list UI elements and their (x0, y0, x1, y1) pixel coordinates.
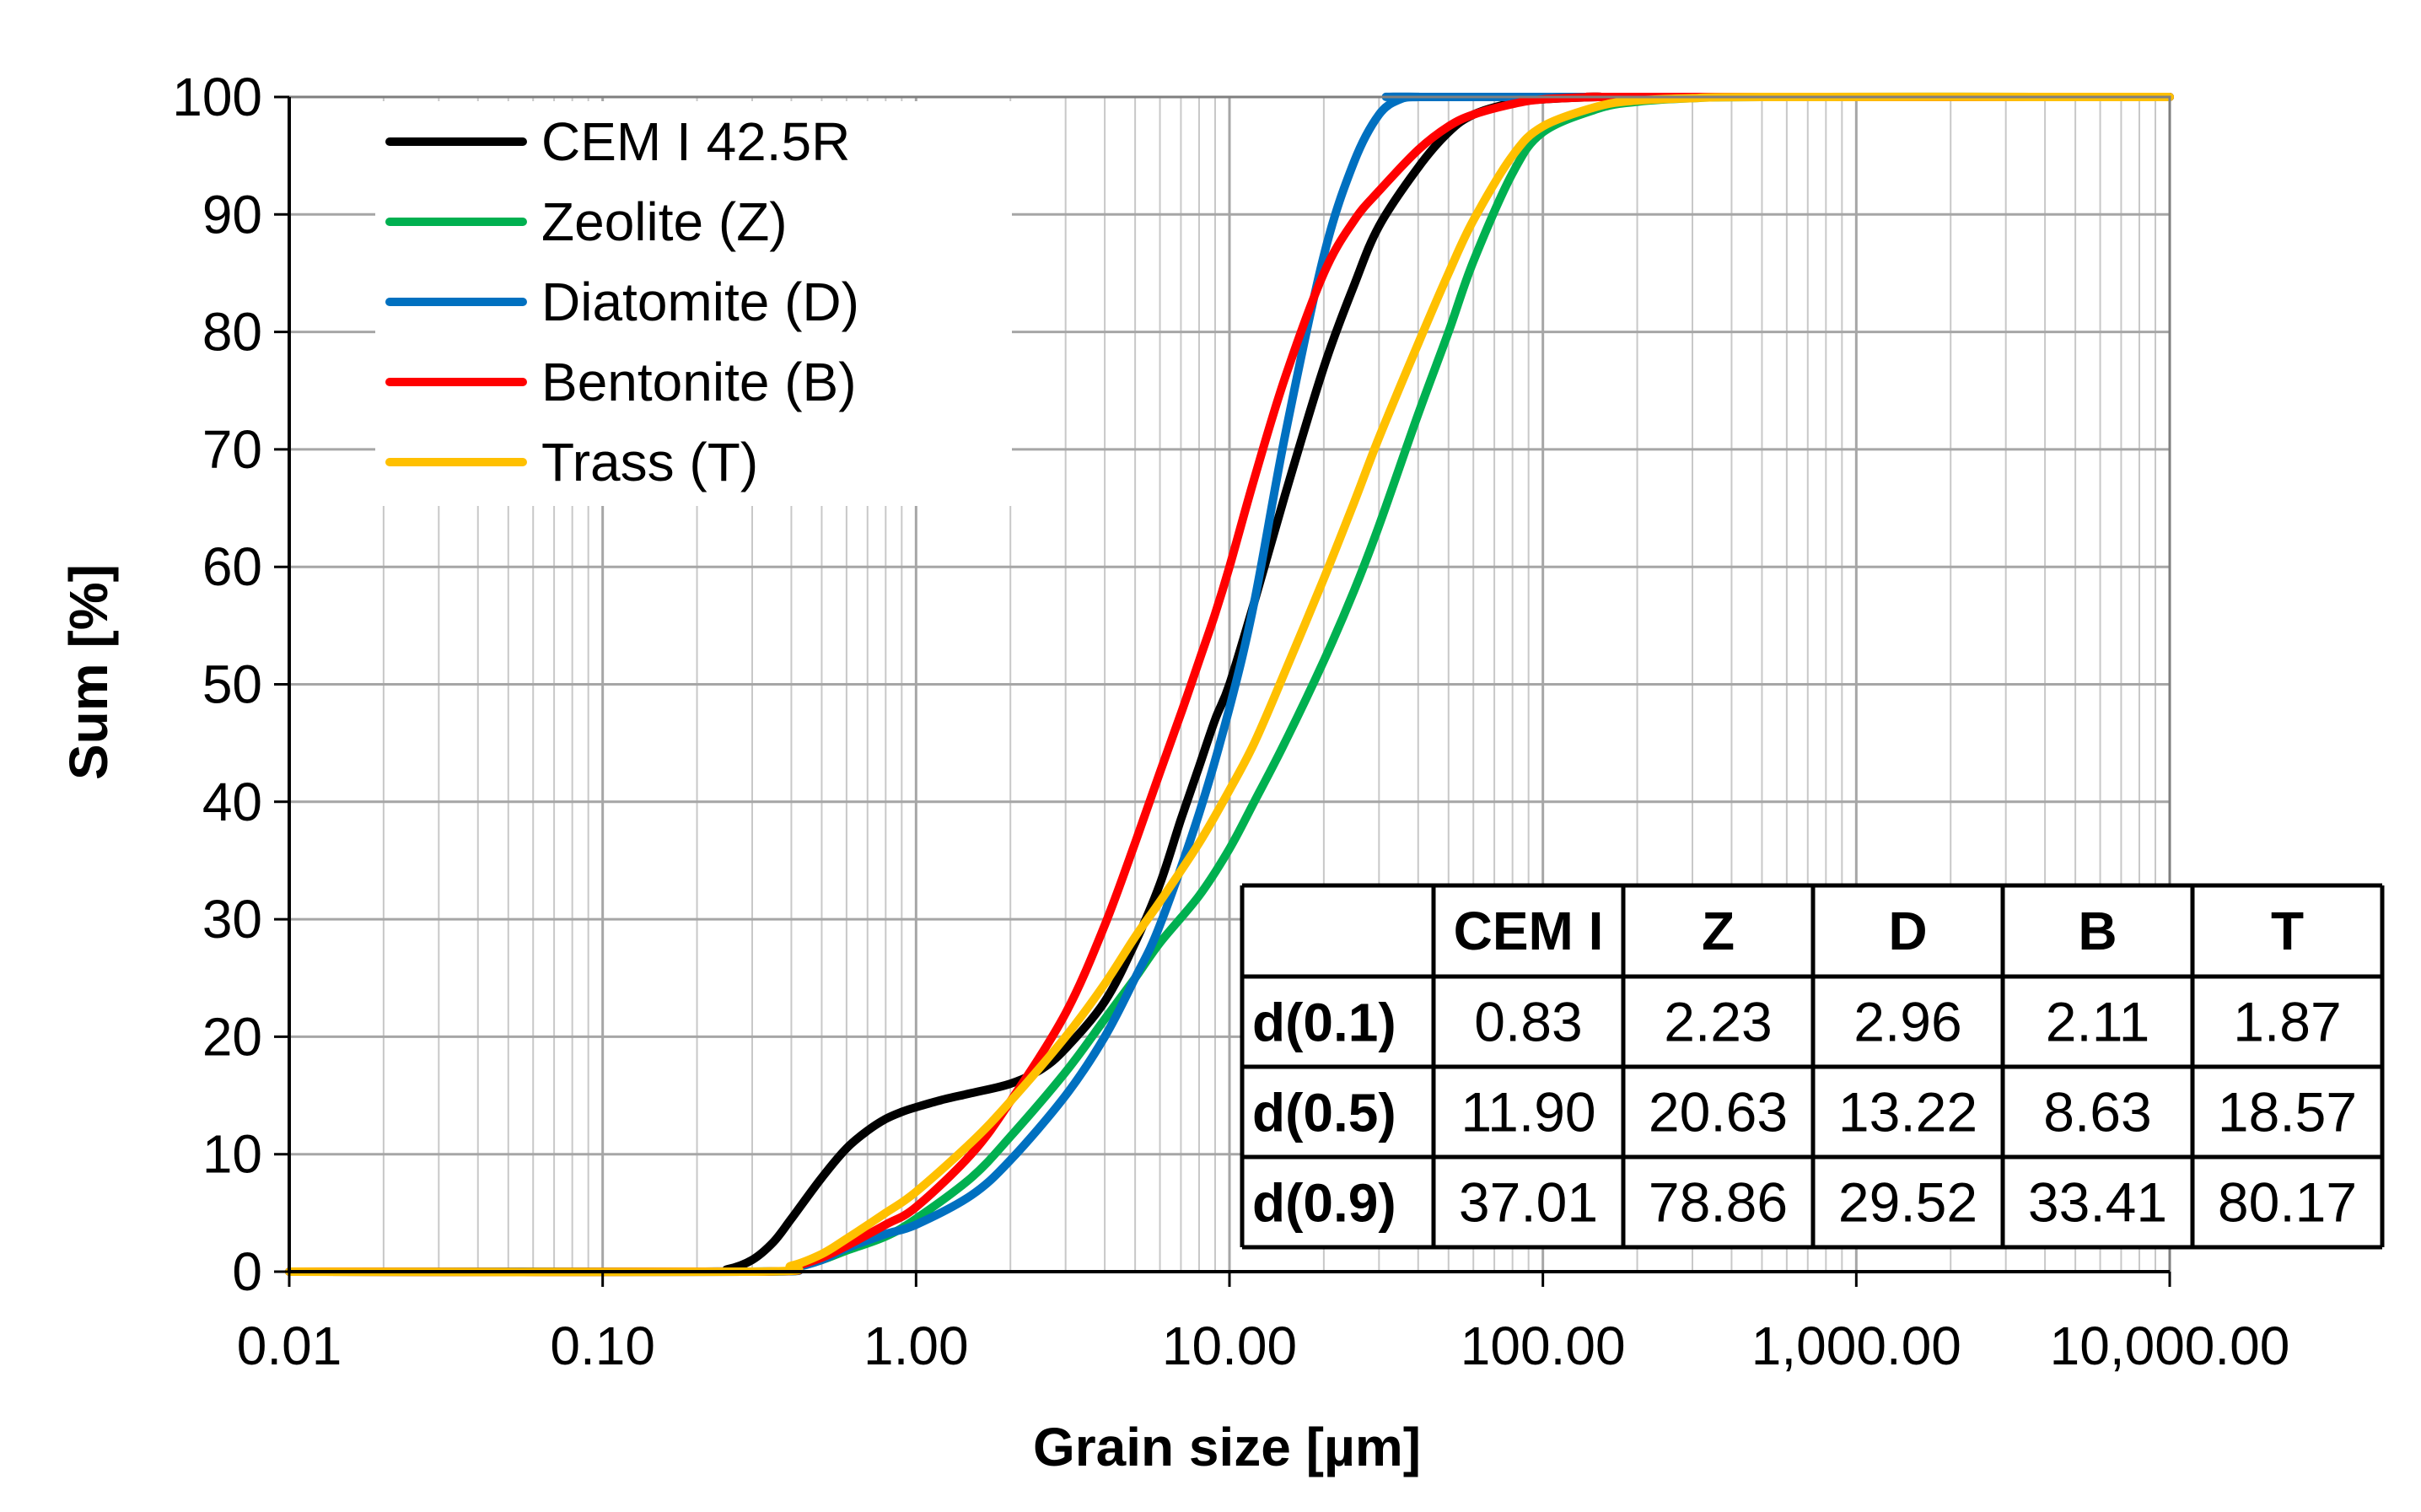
table-cell: 2.23 (1664, 991, 1772, 1053)
table-row-label: d(0.9) (1252, 1173, 1396, 1234)
y-tick-label: 80 (202, 302, 262, 363)
y-tick-label: 90 (202, 184, 262, 245)
y-tick-label: 50 (202, 654, 262, 715)
legend-label: Bentonite (B) (541, 352, 857, 412)
y-tick-label: 0 (232, 1241, 262, 1302)
table-header: T (2271, 901, 2304, 961)
table-cell: 0.83 (1474, 991, 1582, 1053)
y-tick-label: 40 (202, 772, 262, 832)
x-axis-ticks: 0.01 0.10 1.00 10.00 100.00 1,000.00 10,000.00 (237, 1272, 2290, 1376)
table-row-label: d(0.1) (1252, 993, 1396, 1053)
table-cell: 8.63 (2043, 1081, 2151, 1143)
table-header: D (1888, 901, 1927, 961)
y-tick-label: 70 (202, 419, 262, 480)
y-tick-label: 10 (202, 1124, 262, 1185)
table-cell: 2.96 (1853, 991, 1961, 1053)
table-header: B (2078, 901, 2117, 961)
x-tick-label: 100.00 (1461, 1316, 1626, 1376)
table-cell: 78.86 (1649, 1171, 1788, 1234)
table-cell: 37.01 (1459, 1171, 1598, 1234)
y-tick-label: 100 (172, 67, 262, 127)
table-cell: 2.11 (2046, 991, 2150, 1053)
series-line-bentonite-b (285, 92, 2174, 1277)
x-tick-label: 1.00 (863, 1316, 969, 1376)
legend-label: CEM I 42.5R (541, 111, 850, 172)
legend: CEM I 42.5R Zeolite (Z) Diatomite (D) Bento… (385, 111, 859, 492)
table-row-label: d(0.5) (1252, 1083, 1396, 1143)
series-line-trass-t (285, 92, 2174, 1277)
legend-label: Zeolite (Z) (541, 191, 788, 252)
x-tick-label: 0.01 (237, 1316, 342, 1376)
statistics-table: CEM I Z D B Td(0.1) 0.83 2.23 2.96 2.11 1.87 d(0.5… (1240, 883, 2385, 1250)
x-axis-title: Grain size [µm] (1033, 1417, 1421, 1477)
table-cell: 11.90 (1461, 1081, 1595, 1143)
x-tick-label: 1,000.00 (1751, 1316, 1961, 1376)
x-tick-label: 10.00 (1162, 1316, 1297, 1376)
x-tick-label: 0.10 (550, 1316, 655, 1376)
table-cell: 20.63 (1649, 1081, 1788, 1143)
x-tick-label: 10,000.00 (2050, 1316, 2290, 1376)
y-axis-title: Sum [%] (58, 564, 119, 780)
table-cell: 1.87 (2233, 991, 2341, 1053)
table-cell: 18.57 (2218, 1081, 2357, 1143)
table-header: CEM I (1454, 901, 1604, 961)
legend-label: Diatomite (D) (541, 272, 859, 332)
table-cell: 29.52 (1838, 1171, 1977, 1234)
legend-label: Trass (T) (541, 432, 758, 492)
table-cell: 80.17 (2218, 1171, 2357, 1234)
data-series (285, 92, 2174, 1277)
y-tick-label: 30 (202, 889, 262, 950)
y-tick-label: 60 (202, 536, 262, 597)
table-cell: 13.22 (1838, 1081, 1977, 1143)
table-header: Z (1702, 901, 1735, 961)
table-cell: 33.41 (2028, 1171, 2167, 1234)
y-axis-ticks: 0 10 20 30 40 50 60 70 80 90 100 (172, 67, 289, 1302)
y-tick-label: 20 (202, 1006, 262, 1067)
